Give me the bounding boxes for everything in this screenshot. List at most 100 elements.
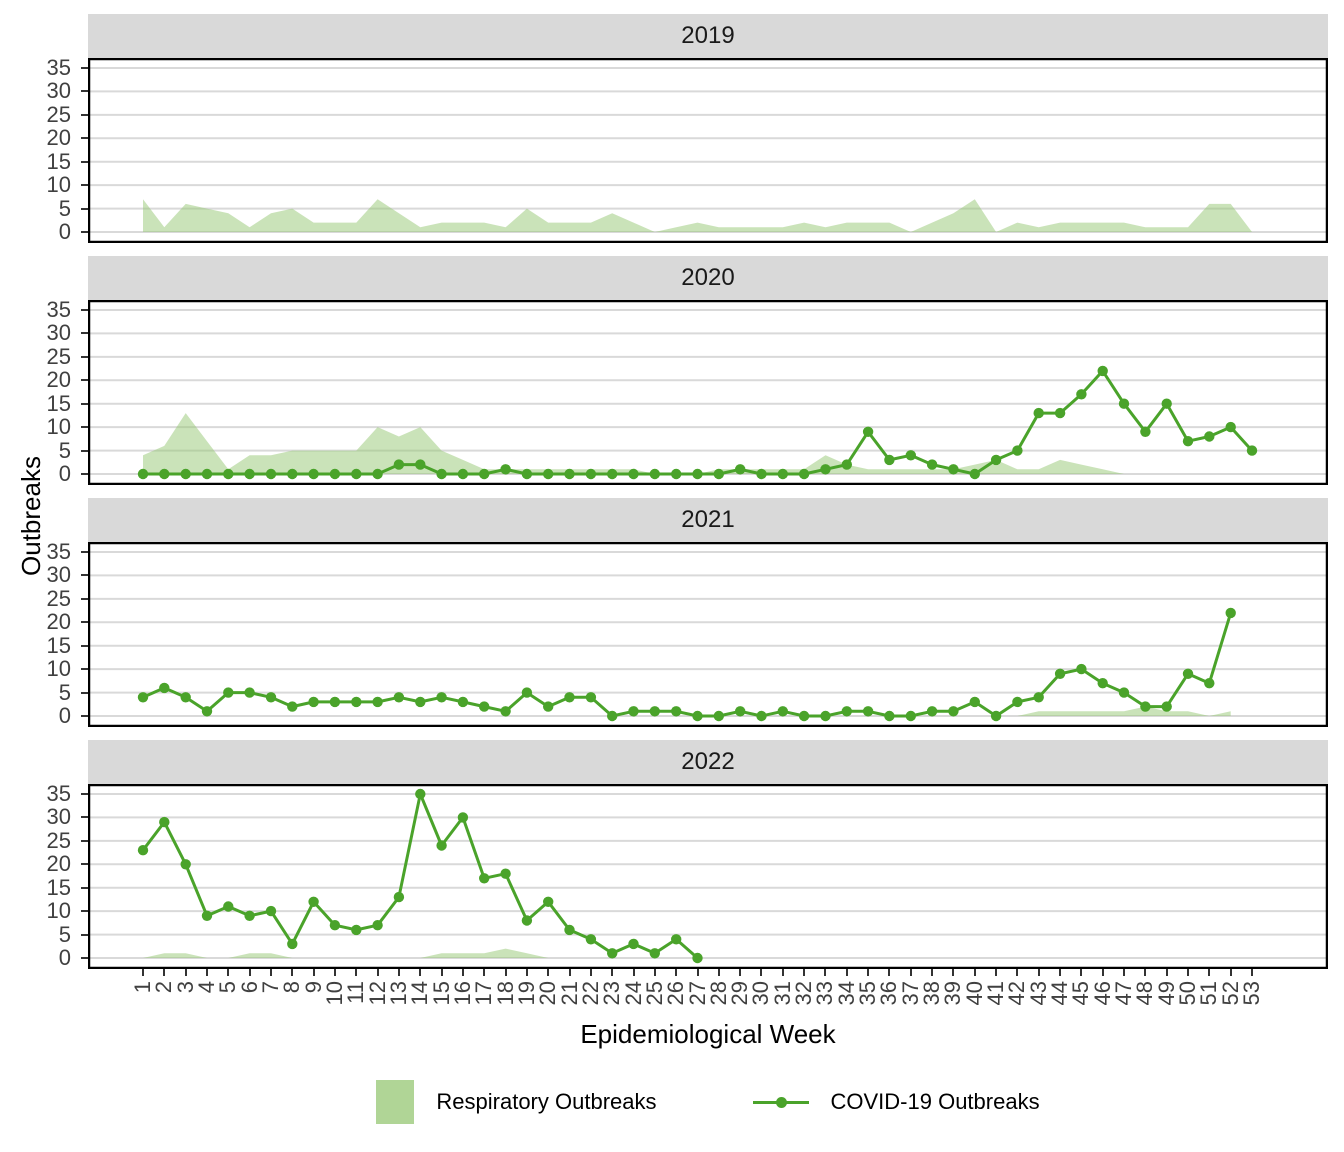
x-tick-mark xyxy=(1123,969,1126,976)
covid-data-point xyxy=(1012,445,1023,456)
covid-data-point xyxy=(649,706,660,717)
y-tick-label: 25 xyxy=(46,827,71,853)
x-tick-mark xyxy=(867,969,870,976)
covid-data-point xyxy=(393,459,405,470)
y-tick-mark xyxy=(81,668,88,671)
covid-data-point xyxy=(329,920,341,931)
covid-data-point xyxy=(1033,692,1044,703)
y-tick-label: 25 xyxy=(46,101,71,127)
covid-data-point xyxy=(1204,431,1215,442)
covid-data-point xyxy=(628,468,639,480)
y-tick-mark xyxy=(81,691,88,694)
covid-data-point xyxy=(692,468,703,480)
x-tick-mark xyxy=(1037,969,1040,976)
y-tick-label: 30 xyxy=(46,320,71,346)
y-tick-mark xyxy=(81,137,88,140)
facet-strip-label: 2021 xyxy=(88,498,1328,542)
covid-data-point xyxy=(1161,701,1172,712)
covid-data-point xyxy=(159,682,170,694)
panel-2020 xyxy=(88,300,1328,485)
covid-data-point xyxy=(585,468,597,480)
y-tick-label: 25 xyxy=(46,343,71,369)
covid-data-point xyxy=(649,468,660,480)
y-tick-label: 0 xyxy=(58,219,71,244)
covid-data-point xyxy=(1012,696,1023,708)
x-tick-label: 53 xyxy=(1239,981,1264,1006)
covid-data-point xyxy=(1118,398,1130,409)
x-tick-mark xyxy=(397,969,400,976)
y-tick-label: 15 xyxy=(46,390,71,416)
x-tick-mark xyxy=(333,969,336,976)
facet-strip-label: 2019 xyxy=(88,14,1328,58)
y-tick-label: 15 xyxy=(46,874,71,900)
covid-data-point xyxy=(713,710,724,722)
legend: Respiratory Outbreaks COVID-19 Outbreaks xyxy=(88,1080,1328,1124)
covid-data-point xyxy=(479,701,490,712)
covid-data-point xyxy=(820,464,831,475)
covid-data-point xyxy=(564,924,575,936)
x-tick-mark xyxy=(440,969,443,976)
covid-data-point xyxy=(628,706,639,717)
y-tick-label: 35 xyxy=(46,539,71,564)
x-tick-mark xyxy=(205,969,208,976)
y-tick-label: 10 xyxy=(46,414,71,440)
x-tick-mark xyxy=(568,969,571,976)
covid-data-point xyxy=(479,468,490,480)
x-tick-mark xyxy=(760,969,763,976)
covid-data-point xyxy=(244,468,255,480)
y-tick-mark xyxy=(81,332,88,335)
covid-data-point xyxy=(201,706,213,717)
panel-2021 xyxy=(88,542,1328,727)
x-tick-mark xyxy=(653,969,656,976)
covid-data-point xyxy=(180,468,191,480)
panel-2019 xyxy=(88,58,1328,243)
covid-data-point xyxy=(713,468,724,480)
covid-data-point xyxy=(436,840,447,851)
x-tick-mark xyxy=(1101,969,1104,976)
y-tick-mark xyxy=(81,449,88,452)
x-tick-mark xyxy=(1251,969,1253,976)
covid-data-point xyxy=(692,952,703,964)
covid-data-point xyxy=(1054,668,1066,679)
x-tick-mark xyxy=(781,969,784,976)
y-tick-label: 15 xyxy=(46,148,71,174)
y-tick-mark xyxy=(81,355,88,358)
x-tick-mark xyxy=(973,969,976,976)
covid-data-point xyxy=(287,468,298,480)
covid-data-point xyxy=(692,710,703,722)
y-tick-label: 30 xyxy=(46,562,71,588)
y-tick-mark xyxy=(81,621,88,624)
y-tick-mark xyxy=(81,379,88,382)
y-tick-label: 35 xyxy=(46,297,71,322)
covid-data-point xyxy=(436,692,447,703)
y-tick-label: 0 xyxy=(58,703,71,728)
covid-data-point xyxy=(1097,678,1108,689)
y-tick-label: 10 xyxy=(46,656,71,682)
covid-data-point xyxy=(244,910,255,921)
facet-2019: 0 5 10 15 20 25 30 35 2019 xyxy=(0,14,1344,244)
facet-2021: 0 5 10 15 20 25 30 35 2021 xyxy=(0,498,1344,728)
y-tick-mark xyxy=(81,207,88,210)
covid-data-point xyxy=(862,706,874,717)
covid-data-point xyxy=(287,701,298,712)
covid-data-point xyxy=(372,920,383,931)
respiratory-area-series xyxy=(143,199,1252,232)
covid-data-point xyxy=(671,468,682,480)
x-tick-mark xyxy=(248,969,251,976)
covid-data-point xyxy=(1097,365,1108,377)
x-tick-mark xyxy=(1144,969,1147,976)
covid-data-point xyxy=(862,426,874,437)
y-tick-label: 30 xyxy=(46,804,71,830)
covid-data-point xyxy=(543,701,554,712)
y-tick-mark xyxy=(81,160,88,163)
covid-data-point xyxy=(1246,445,1258,456)
covid-data-point xyxy=(905,710,916,722)
covid-data-point xyxy=(564,692,575,703)
x-tick-mark xyxy=(525,969,528,976)
covid-data-point xyxy=(905,450,916,461)
x-tick-mark xyxy=(1187,969,1190,976)
covid-data-point xyxy=(265,905,277,917)
covid-data-point xyxy=(500,868,511,879)
facet-strip-label: 2020 xyxy=(88,256,1328,300)
covid-data-point xyxy=(393,692,405,703)
